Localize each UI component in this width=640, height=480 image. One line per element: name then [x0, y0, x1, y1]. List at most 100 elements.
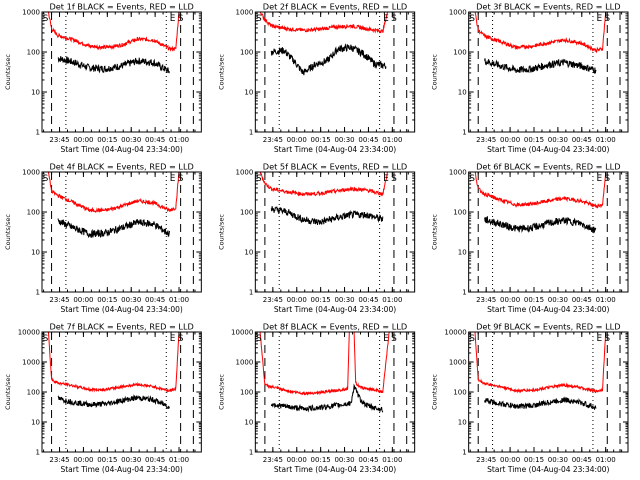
y-tick-label: 100 [240, 209, 253, 217]
y-tick-label: 100 [453, 49, 466, 57]
x-tick-label: 00:00 [500, 296, 520, 304]
y-tick-label: 100 [27, 389, 40, 397]
plot-frame [254, 11, 416, 133]
x-tick-label: 00:15 [311, 296, 331, 304]
y-tick-label: 10 [244, 89, 253, 97]
plot-frame [41, 11, 202, 133]
series-lld-line [42, 331, 183, 394]
series-events-line [484, 58, 597, 74]
x-tick-label: 23:45 [49, 456, 69, 464]
y-tick-label: 1000 [236, 169, 254, 177]
marker-s-label-start: S [256, 14, 262, 24]
marker-s-label: S [604, 174, 610, 184]
y-axis-label: Counts/sec [4, 54, 12, 90]
panel-det-7: Det 7f BLACK = Events, RED = LLD Counts/s… [4, 322, 202, 474]
y-tick-label: 100 [27, 49, 40, 57]
marker-e-label: E [170, 334, 176, 344]
x-tick-label: 00:15 [524, 456, 544, 464]
series-events-line [484, 215, 597, 234]
series-lld-line [255, 331, 393, 396]
marker-s-label: S [604, 14, 610, 24]
y-tick-label: 10000 [231, 329, 253, 337]
marker-e-label: E [596, 334, 602, 344]
marker-s-label-start: S [43, 334, 49, 344]
plot-frame [468, 11, 629, 133]
panel-det-1: Det 1f BLACK = Events, RED = LLD Counts/s… [4, 2, 202, 154]
panel-title: Det 8f BLACK = Events, RED = LLD [263, 322, 407, 332]
y-tick-label: 10 [244, 249, 253, 257]
x-tick-label: 00:30 [548, 136, 568, 144]
y-axis-label: Counts/sec [217, 54, 225, 90]
series-lld-line [42, 11, 183, 52]
x-tick-label: 00:45 [358, 296, 378, 304]
x-tick-label: 01:00 [596, 296, 616, 304]
x-tick-label: 00:00 [287, 136, 307, 144]
x-tick-label: 00:45 [358, 136, 378, 144]
series-lld-line [255, 11, 393, 34]
marker-s-label: S [178, 334, 184, 344]
series-lld-line [255, 171, 393, 197]
y-tick-label: 100 [240, 389, 253, 397]
series-lld-line [468, 331, 609, 394]
x-tick-label: 01:00 [169, 296, 189, 304]
y-tick-label: 10 [458, 89, 467, 97]
x-tick-label: 00:30 [121, 136, 141, 144]
series-events-line [270, 206, 384, 226]
x-tick-label: 01:00 [382, 456, 402, 464]
x-tick-label: 00:15 [97, 456, 117, 464]
x-tick-label: 23:45 [476, 136, 496, 144]
y-axis-label: Counts/sec [431, 214, 439, 250]
panel-det-3: Det 3f BLACK = Events, RED = LLD Counts/s… [431, 2, 629, 154]
x-tick-label: 23:45 [49, 136, 69, 144]
x-tick-label: 00:15 [97, 296, 117, 304]
y-tick-label: 1 [36, 449, 40, 457]
y-tick-label: 10 [458, 419, 467, 427]
marker-s-label: S [391, 334, 397, 344]
y-tick-label: 1 [462, 129, 466, 137]
marker-s-label-start: S [256, 174, 262, 184]
x-tick-label: 00:00 [73, 456, 93, 464]
y-tick-label: 1000 [449, 9, 467, 17]
x-tick-label: 00:45 [572, 296, 592, 304]
y-tick-label: 100 [453, 389, 466, 397]
y-tick-label: 10 [458, 249, 467, 257]
x-tick-label: 00:30 [334, 296, 354, 304]
x-tick-label: 00:30 [334, 456, 354, 464]
x-axis-label: Start Time (04-Aug-04 23:34:00) [487, 465, 609, 474]
x-tick-label: 00:00 [73, 296, 93, 304]
x-tick-label: 00:00 [500, 136, 520, 144]
marker-s-label: S [604, 334, 610, 344]
x-tick-label: 00:30 [121, 456, 141, 464]
y-axis-label: Counts/sec [431, 54, 439, 90]
y-axis-label: Counts/sec [4, 214, 12, 250]
marker-e-label: E [170, 174, 176, 184]
x-tick-label: 01:00 [382, 296, 402, 304]
panel-title: Det 7f BLACK = Events, RED = LLD [49, 322, 193, 332]
x-tick-label: 00:30 [548, 456, 568, 464]
y-axis-label: Counts/sec [217, 214, 225, 250]
x-axis-label: Start Time (04-Aug-04 23:34:00) [60, 465, 182, 474]
y-tick-label: 1 [36, 129, 40, 137]
x-tick-label: 00:45 [145, 456, 165, 464]
panel-det-6: Det 6f BLACK = Events, RED = LLD Counts/s… [431, 162, 629, 314]
x-tick-label: 00:15 [311, 456, 331, 464]
y-tick-label: 100 [27, 209, 40, 217]
series-events-line [484, 396, 597, 410]
x-tick-label: 00:30 [121, 296, 141, 304]
x-axis-label: Start Time (04-Aug-04 23:34:00) [274, 305, 396, 314]
y-tick-label: 1000 [236, 359, 254, 367]
y-tick-label: 1000 [22, 359, 40, 367]
x-tick-label: 23:45 [476, 456, 496, 464]
x-tick-label: 00:00 [500, 456, 520, 464]
marker-s-label-start: S [469, 14, 475, 24]
x-tick-label: 00:15 [311, 136, 331, 144]
y-tick-label: 100 [453, 209, 466, 217]
x-tick-label: 01:00 [169, 456, 189, 464]
x-tick-label: 01:00 [596, 136, 616, 144]
y-tick-label: 1000 [449, 169, 467, 177]
x-tick-label: 00:45 [145, 136, 165, 144]
marker-s-label-start: S [469, 334, 475, 344]
series-events-line [270, 383, 384, 413]
marker-e-label: E [383, 174, 389, 184]
